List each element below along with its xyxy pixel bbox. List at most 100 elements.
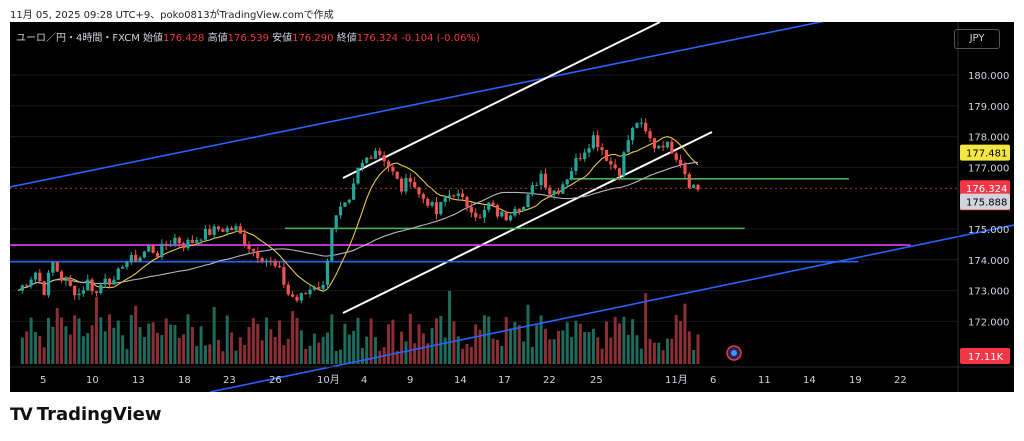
candle (378, 147, 382, 159)
candle (609, 157, 613, 170)
volume-bar (177, 337, 181, 364)
volume-bar (221, 351, 225, 364)
candle-body (596, 135, 600, 148)
candle (596, 130, 600, 152)
candle-body (587, 148, 591, 153)
volume-bar (90, 325, 94, 364)
candle (613, 159, 617, 170)
candle (408, 173, 412, 188)
candle (121, 265, 125, 269)
y-tick-label: 177.000 (968, 163, 1009, 174)
tradingview-logo[interactable]: TV TradingView (10, 404, 161, 425)
currency-button[interactable]: JPY (954, 29, 1000, 49)
volume-bar (29, 317, 33, 364)
candle (617, 167, 622, 181)
candle-body (33, 272, 38, 280)
candle (304, 291, 308, 295)
candle (413, 177, 417, 189)
candle-body (304, 293, 308, 295)
candle-body (186, 239, 190, 249)
candle-body (77, 293, 81, 296)
volume-bar (339, 349, 343, 364)
volume-bar (543, 328, 547, 364)
volume-bar (583, 331, 587, 364)
candle-body (94, 291, 99, 294)
candle-body (495, 204, 500, 217)
chart-canvas[interactable]: 180.000 179.000 178.000 177.000 175.000 174.0… (10, 22, 1014, 392)
volume-bar (696, 334, 700, 364)
volume-bar (469, 346, 473, 364)
volume-bar (308, 345, 312, 364)
volume-bar (626, 334, 630, 364)
candle (683, 161, 687, 179)
candle (639, 118, 643, 128)
candle (29, 276, 33, 289)
candle-body (216, 226, 221, 230)
candle-body (312, 286, 317, 290)
candle (225, 225, 229, 236)
candle-body (42, 281, 46, 296)
brand-name: TradingView (36, 404, 162, 425)
candle (338, 201, 343, 219)
change-value: -0.104 (-0.06%) (401, 33, 480, 44)
candle-body (308, 289, 312, 295)
candle (168, 240, 173, 247)
candle (33, 271, 38, 283)
candle-body (500, 211, 504, 217)
candle-body (513, 208, 517, 216)
candle (583, 148, 587, 163)
candle-body (447, 195, 452, 198)
close-value: 176.324 (356, 33, 399, 44)
candle (112, 275, 116, 285)
candle-body (408, 177, 412, 182)
price-chart[interactable]: 180.000 179.000 178.000 177.000 175.000 174.0… (10, 22, 1014, 392)
candle (569, 167, 574, 181)
candle (373, 148, 378, 159)
volume-bar (138, 327, 142, 364)
candle (452, 194, 456, 198)
volume-bar (155, 332, 159, 364)
x-tick-label: 10 (86, 375, 99, 386)
candle-body (452, 195, 456, 197)
symbol-name[interactable]: ユーロ／円・4時間・FXCM (16, 33, 140, 44)
volume-bar (317, 342, 321, 364)
volume-bar (203, 345, 207, 364)
candle-body (692, 184, 696, 188)
candle-body (269, 260, 273, 262)
candle (212, 223, 216, 240)
volume-bar (112, 327, 116, 364)
candle-body (426, 198, 430, 206)
volume-bar (238, 337, 242, 364)
candle (203, 225, 208, 241)
candle-body (382, 155, 386, 162)
volume-bar (347, 334, 351, 364)
candle-body (225, 227, 229, 232)
candle-body (291, 294, 295, 297)
candle (299, 292, 303, 304)
volume-bar (683, 303, 687, 364)
volume-bar (570, 337, 574, 364)
candle (312, 285, 317, 292)
candle (356, 167, 360, 185)
y-tick-label: 178.000 (968, 133, 1009, 144)
channel-lower-line (209, 224, 1014, 392)
candle (399, 176, 404, 195)
candle-body (356, 167, 360, 184)
volume-bar (652, 342, 656, 364)
candle-body (330, 228, 334, 261)
candle-body (338, 206, 343, 216)
volume-bar (330, 314, 334, 364)
candle (273, 258, 277, 269)
candle (107, 277, 112, 289)
candle (552, 189, 556, 200)
volume-bar (600, 348, 604, 364)
candle-body (99, 284, 103, 294)
candle-body (399, 178, 404, 192)
volume-bar (504, 317, 508, 364)
volume-bar (169, 324, 173, 364)
candle-body (556, 190, 561, 194)
candle-body (221, 229, 225, 232)
x-tick-label: 11 (758, 375, 771, 386)
candle (243, 229, 247, 248)
volume-bar (234, 350, 238, 364)
